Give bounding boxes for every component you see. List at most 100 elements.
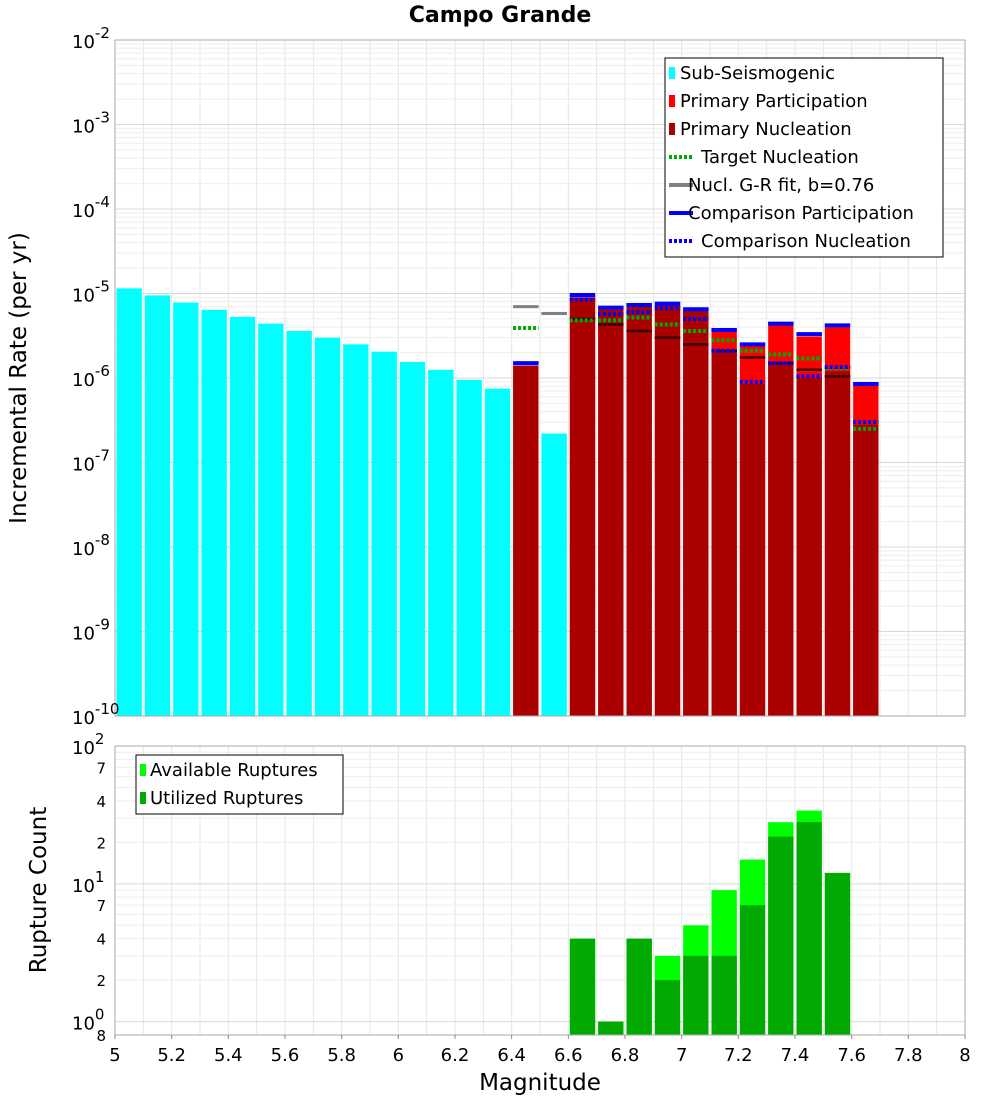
bottom-y-axis-title: Rupture Count (26, 807, 52, 973)
top-y-tick-label: 10-7 (72, 447, 110, 476)
sub-seismogenic-bar (484, 388, 511, 716)
x-tick-label: 5 (109, 1045, 120, 1066)
bottom-bars (569, 810, 851, 1035)
primary-nucleation-bar (626, 306, 652, 716)
sub-seismogenic-bar (456, 379, 482, 716)
bottom-grid (114, 746, 966, 1035)
x-tick-label: 7.6 (837, 1045, 866, 1066)
primary-nucleation-bar (739, 383, 766, 716)
sub-seismogenic-bar (229, 316, 256, 716)
utilized-ruptures-bar (711, 955, 737, 1035)
x-tick-label: 5.8 (327, 1045, 356, 1066)
sub-seismogenic-bar (144, 295, 171, 716)
x-tick-label: 5.2 (157, 1045, 186, 1066)
primary-nucleation-bar (824, 371, 851, 716)
sub-seismogenic-bar (428, 369, 454, 716)
utilized-ruptures-bar (598, 1021, 624, 1035)
utilized-ruptures-bar (824, 872, 851, 1035)
x-axis-title: Magnitude (479, 1070, 601, 1096)
legend-swatch (140, 792, 146, 804)
primary-nucleation-bar (853, 424, 879, 716)
utilized-ruptures-bar (739, 905, 766, 1035)
utilized-ruptures-bar (654, 980, 681, 1035)
bottom-y-minor-label: 8 (96, 1027, 106, 1045)
utilized-ruptures-bar (768, 836, 794, 1035)
sub-seismogenic-bar (541, 433, 567, 716)
bottom-y-minor-label: 4 (96, 793, 106, 811)
utilized-ruptures-bar (796, 822, 822, 1035)
top-plot-frame (114, 39, 966, 717)
x-tick-label: 7.4 (781, 1045, 810, 1066)
top-y-axis-title: Incremental Rate (per yr) (6, 232, 32, 524)
primary-nucleation-bar (683, 311, 709, 716)
x-tick-label: 7.8 (894, 1045, 923, 1066)
chart-title: Campo Grande (409, 3, 592, 28)
x-tick-label: 8 (959, 1045, 970, 1066)
bottom-legend: Available Ruptures Utilized Ruptures (135, 754, 344, 815)
bottom-y-tick-label: 101 (72, 868, 104, 897)
legend-label: Sub-Seismogenic (680, 63, 835, 84)
bottom-legend-box (135, 754, 344, 815)
bottom-y-minor-label: 2 (96, 972, 106, 990)
x-tick-label: 7 (676, 1045, 687, 1066)
top-y-tick-label: 10-8 (72, 531, 110, 560)
primary-nucleation-bar (569, 297, 596, 716)
x-tick-label: 6.8 (611, 1045, 640, 1066)
top-y-tick-label: 10-10 (72, 700, 119, 729)
bottom-plot-frame (114, 745, 966, 1036)
top-y-tick-label: 10-3 (72, 109, 110, 138)
sub-seismogenic-bar (286, 330, 312, 716)
top-y-tick-label: 10-5 (72, 278, 110, 307)
top-y-tick-label: 10-9 (72, 616, 110, 645)
top-legend-box (664, 57, 944, 258)
sub-seismogenic-bar (343, 344, 369, 716)
legend-label: Primary Participation (680, 91, 868, 112)
top-legend: Sub-Seismogenic Primary Participation Prim… (664, 57, 944, 258)
top-y-tick-label: 10-6 (72, 362, 110, 391)
legend-swatch (140, 764, 146, 776)
bottom-y-minor-label: 7 (96, 759, 106, 777)
legend-label: Available Ruptures (150, 760, 318, 781)
utilized-ruptures-bar (569, 938, 596, 1035)
legend-swatch (669, 95, 675, 107)
primary-nucleation-bar (796, 378, 822, 716)
bottom-y-minor-label: 2 (96, 834, 106, 852)
sub-seismogenic-bar (173, 302, 199, 716)
x-tick-label: 6.4 (497, 1045, 526, 1066)
bottom-y-tick-label: 102 (72, 730, 104, 759)
legend-swatch (669, 67, 675, 79)
legend-label: Comparison Participation (688, 203, 914, 224)
primary-nucleation-bar (711, 350, 737, 716)
bottom-y-minor-label: 7 (96, 897, 106, 915)
legend-label: Target Nucleation (700, 147, 859, 168)
utilized-ruptures-bar (626, 938, 652, 1035)
legend-label: Nucl. G-R fit, b=0.76 (688, 175, 874, 196)
top-y-tick-label: 10-4 (72, 193, 110, 222)
x-tick-label: 6.2 (441, 1045, 470, 1066)
legend-swatch (669, 123, 675, 135)
sub-seismogenic-bar (116, 288, 142, 716)
utilized-ruptures-bar (683, 955, 709, 1035)
legend-label: Utilized Ruptures (150, 788, 303, 809)
x-tick-label: 6.6 (554, 1045, 583, 1066)
top-bars (116, 288, 879, 716)
legend-label: Comparison Nucleation (701, 231, 911, 252)
sub-seismogenic-bar (314, 337, 341, 716)
legend-label: Primary Nucleation (680, 119, 852, 140)
x-tick-label: 5.4 (214, 1045, 243, 1066)
primary-nucleation-bar (513, 365, 539, 716)
sub-seismogenic-bar (201, 309, 227, 716)
bottom-y-tick-label: 100 (72, 1006, 104, 1035)
bottom-y-minor-label: 4 (96, 931, 106, 949)
sub-seismogenic-bar (399, 361, 426, 716)
primary-nucleation-bar (768, 363, 794, 716)
x-tick-label: 6 (393, 1045, 404, 1066)
x-tick-label: 7.2 (724, 1045, 753, 1066)
top-y-tick-label: 10-2 (72, 24, 110, 53)
primary-nucleation-bar (654, 305, 681, 716)
primary-nucleation-bar (598, 309, 624, 716)
sub-seismogenic-bar (371, 351, 397, 716)
x-tick-label: 5.6 (271, 1045, 300, 1066)
